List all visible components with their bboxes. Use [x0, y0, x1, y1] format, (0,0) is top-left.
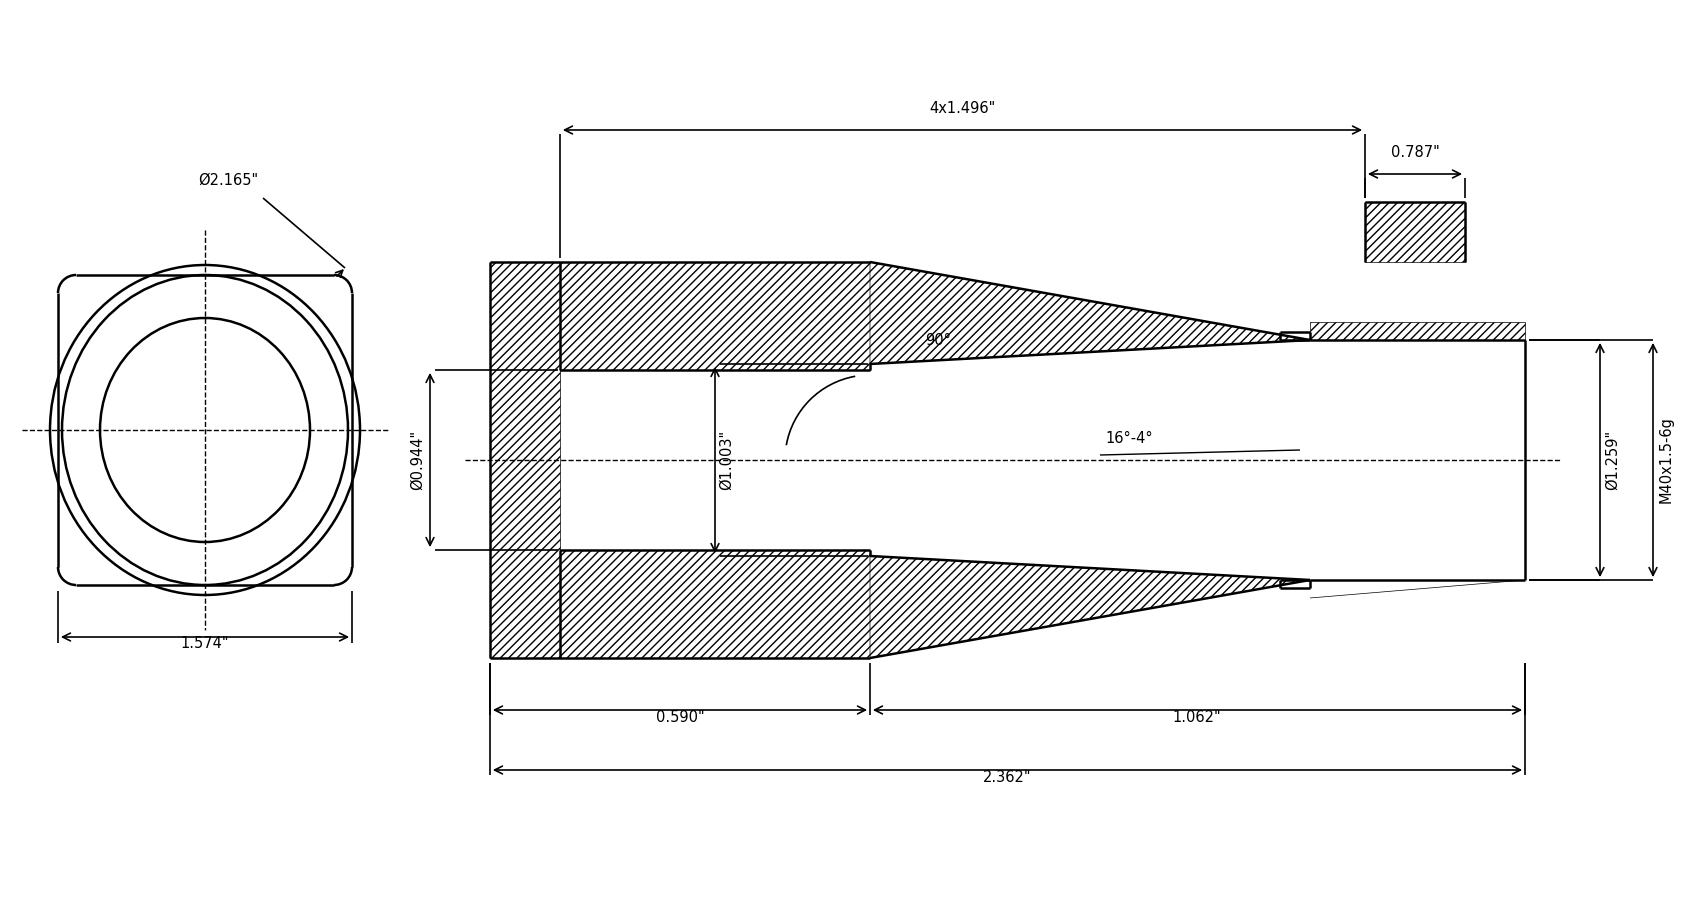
Text: 4x1.496": 4x1.496"	[929, 101, 996, 116]
Text: 16°-4°: 16°-4°	[1106, 430, 1153, 446]
Polygon shape	[1309, 580, 1525, 598]
Polygon shape	[1365, 202, 1465, 262]
Polygon shape	[560, 262, 870, 370]
Text: 1.574": 1.574"	[181, 636, 229, 651]
Text: M40x1.5-6g: M40x1.5-6g	[1659, 416, 1674, 503]
Text: 0.590": 0.590"	[656, 710, 704, 725]
Text: Ø1.003": Ø1.003"	[719, 430, 734, 490]
Text: Ø2.165": Ø2.165"	[198, 173, 258, 188]
Text: 90°: 90°	[924, 333, 951, 348]
Polygon shape	[870, 556, 1309, 658]
Text: Ø1.259": Ø1.259"	[1604, 430, 1620, 490]
Text: 1.062": 1.062"	[1172, 710, 1221, 725]
Text: 0.787": 0.787"	[1391, 145, 1440, 160]
Text: 2.362": 2.362"	[982, 770, 1031, 785]
Polygon shape	[1309, 322, 1525, 340]
Polygon shape	[560, 550, 870, 658]
Polygon shape	[490, 262, 560, 658]
Text: Ø0.944": Ø0.944"	[410, 430, 426, 490]
Polygon shape	[870, 262, 1309, 364]
